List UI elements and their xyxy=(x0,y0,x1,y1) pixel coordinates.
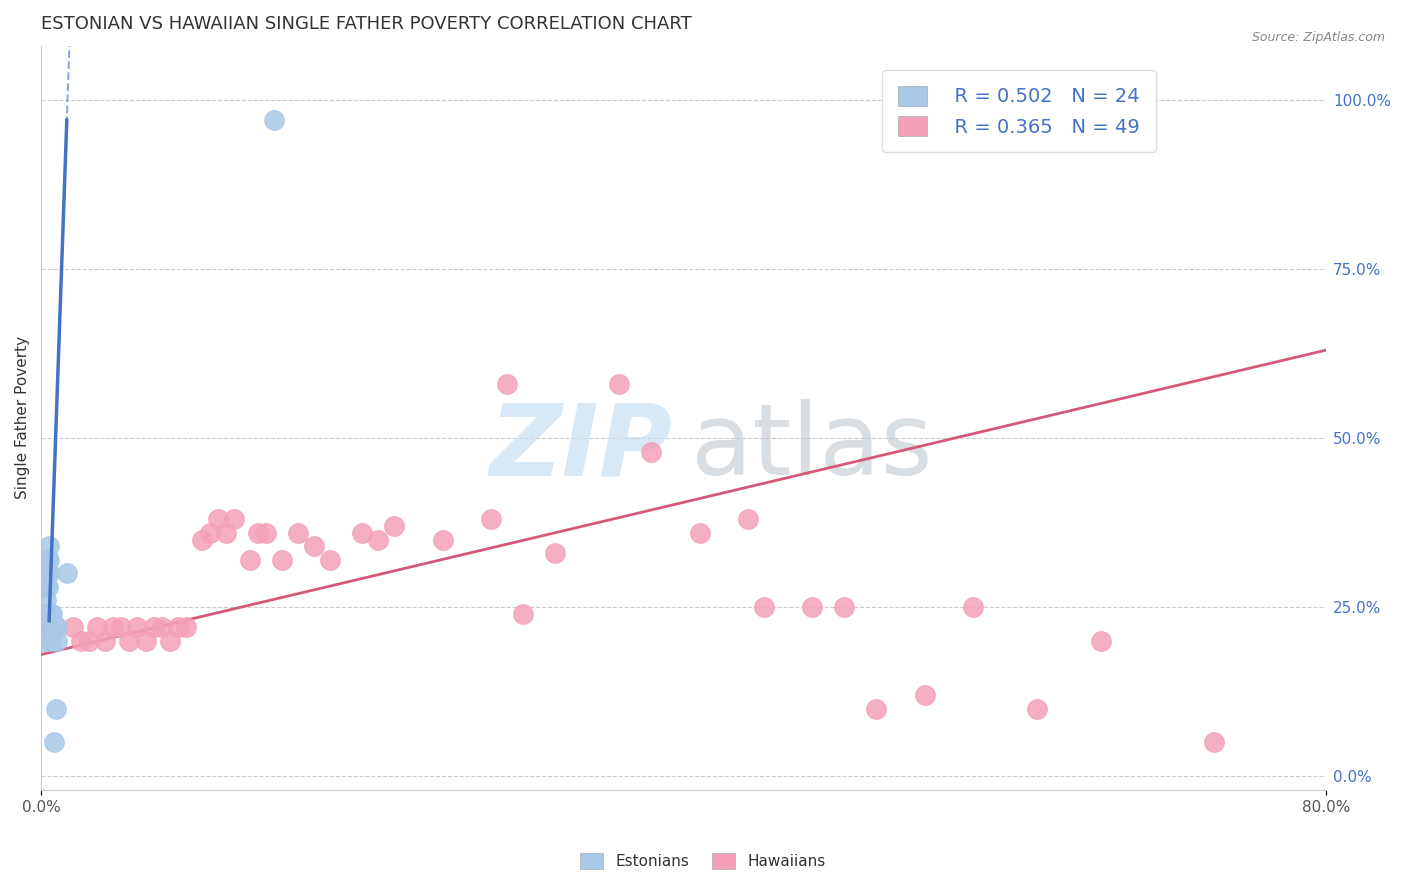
Point xyxy=(246,525,269,540)
Text: atlas: atlas xyxy=(692,399,934,496)
Point xyxy=(832,600,855,615)
Point xyxy=(1202,735,1225,749)
Point xyxy=(39,634,62,648)
Point xyxy=(34,607,56,621)
Point xyxy=(31,620,53,634)
Point xyxy=(110,620,132,634)
Point xyxy=(914,688,936,702)
Point xyxy=(263,113,285,128)
Point xyxy=(198,525,221,540)
Point xyxy=(46,634,69,648)
Point xyxy=(607,376,630,391)
Point xyxy=(79,634,101,648)
Text: ESTONIAN VS HAWAIIAN SINGLE FATHER POVERTY CORRELATION CHART: ESTONIAN VS HAWAIIAN SINGLE FATHER POVER… xyxy=(41,15,692,33)
Point xyxy=(70,634,93,648)
Point xyxy=(319,553,342,567)
Point xyxy=(35,593,58,607)
Point xyxy=(45,701,67,715)
Point xyxy=(41,620,63,634)
Point xyxy=(38,566,60,581)
Point xyxy=(544,546,567,560)
Point xyxy=(39,620,62,634)
Point xyxy=(134,634,156,648)
Point xyxy=(159,634,181,648)
Point xyxy=(142,620,165,634)
Point xyxy=(190,533,212,547)
Point xyxy=(287,525,309,540)
Point xyxy=(215,525,238,540)
Point xyxy=(222,512,245,526)
Point xyxy=(479,512,502,526)
Point xyxy=(31,634,53,648)
Text: Source: ZipAtlas.com: Source: ZipAtlas.com xyxy=(1251,31,1385,45)
Point xyxy=(34,620,56,634)
Point xyxy=(1090,634,1112,648)
Point xyxy=(689,525,711,540)
Point xyxy=(737,512,759,526)
Point xyxy=(35,607,58,621)
Point xyxy=(39,607,62,621)
Point xyxy=(512,607,534,621)
Text: ZIP: ZIP xyxy=(489,399,672,496)
Point xyxy=(271,553,294,567)
Point xyxy=(41,607,63,621)
Point xyxy=(37,580,59,594)
Point xyxy=(752,600,775,615)
Point xyxy=(640,444,662,458)
Point xyxy=(46,620,69,634)
Point xyxy=(384,519,406,533)
Point xyxy=(38,539,60,553)
Point xyxy=(432,533,454,547)
Point xyxy=(166,620,188,634)
Point xyxy=(86,620,108,634)
Point xyxy=(37,566,59,581)
Point xyxy=(94,634,117,648)
Point xyxy=(103,620,125,634)
Legend: Estonians, Hawaiians: Estonians, Hawaiians xyxy=(574,847,832,875)
Point xyxy=(38,553,60,567)
Point xyxy=(962,600,984,615)
Legend:   R = 0.502   N = 24,   R = 0.365   N = 49: R = 0.502 N = 24, R = 0.365 N = 49 xyxy=(882,70,1156,153)
Point xyxy=(367,533,389,547)
Point xyxy=(127,620,149,634)
Point xyxy=(62,620,84,634)
Point xyxy=(1026,701,1049,715)
Point xyxy=(46,620,69,634)
Point xyxy=(35,580,58,594)
Point xyxy=(352,525,374,540)
Point xyxy=(239,553,262,567)
Point xyxy=(302,539,325,553)
Point xyxy=(496,376,519,391)
Point xyxy=(254,525,277,540)
Point xyxy=(37,553,59,567)
Point xyxy=(150,620,173,634)
Point xyxy=(42,735,65,749)
Point xyxy=(174,620,197,634)
Point xyxy=(56,566,79,581)
Point xyxy=(801,600,824,615)
Point xyxy=(865,701,887,715)
Point xyxy=(118,634,141,648)
Y-axis label: Single Father Poverty: Single Father Poverty xyxy=(15,336,30,500)
Point xyxy=(207,512,229,526)
